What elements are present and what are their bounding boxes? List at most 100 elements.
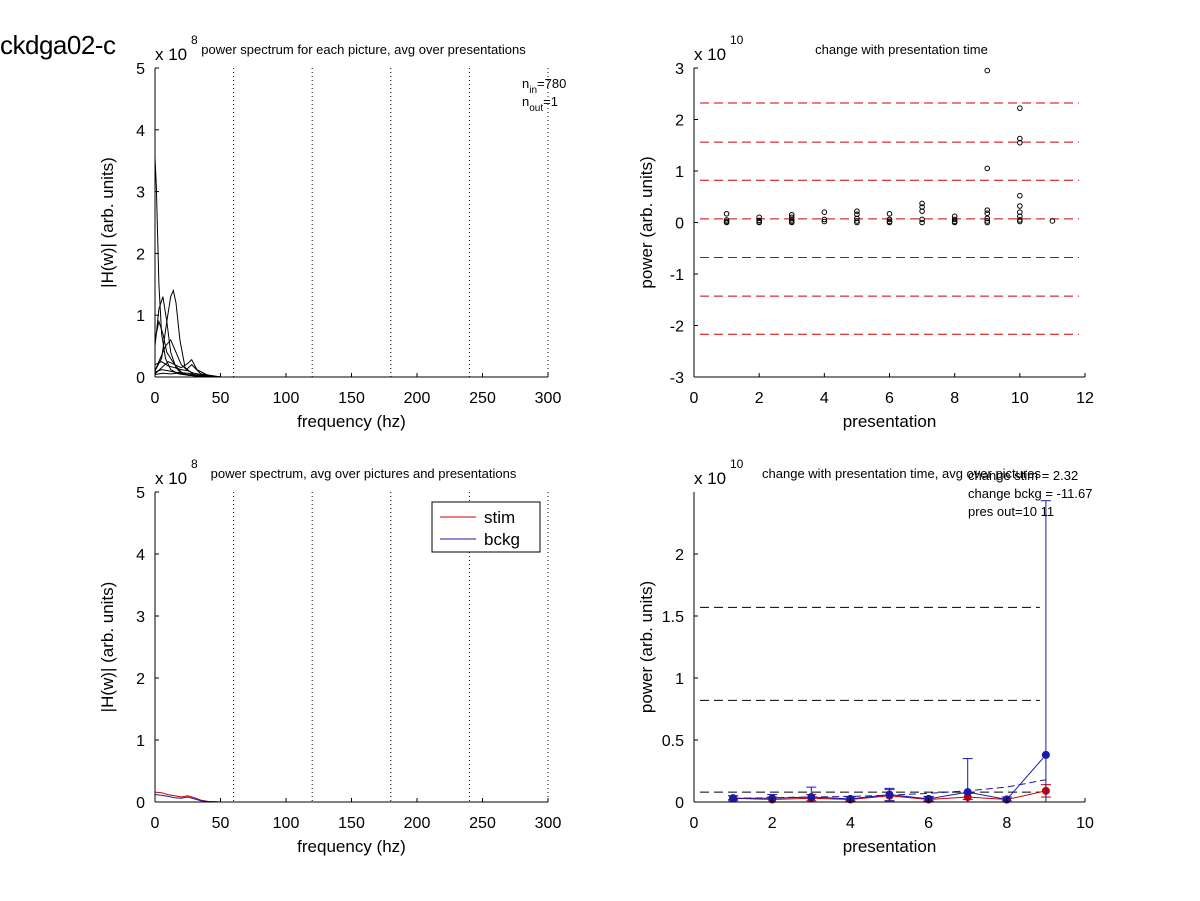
- figure-label: ckdga02-c: [0, 30, 116, 60]
- data-point: [1017, 213, 1023, 220]
- data-point: [729, 794, 738, 803]
- y-tick-label: 4: [136, 123, 145, 140]
- chart-title: power spectrum, avg over pictures and pr…: [211, 466, 517, 481]
- legend-label: stim: [484, 508, 515, 527]
- x-tick-label: 100: [273, 390, 300, 407]
- data-point: [788, 211, 795, 218]
- x-tick-label: 0: [690, 815, 699, 832]
- data-point: [723, 219, 730, 226]
- y-tick-label: 3: [136, 609, 145, 626]
- x-axis-label: presentation: [843, 837, 937, 856]
- series-line: [154, 319, 548, 378]
- y-axis-label: |H(w)| (arb. units): [98, 582, 117, 713]
- data-point: [854, 219, 860, 226]
- axis-exponent-power: 8: [191, 457, 198, 471]
- legend-box: [431, 501, 541, 553]
- y-tick-label: 2: [136, 246, 145, 263]
- data-point: [886, 219, 893, 226]
- n-out-annotation: nout=1: [522, 94, 558, 114]
- x-tick-label: 6: [924, 815, 933, 832]
- data-point: [723, 210, 730, 217]
- y-tick-label: 0: [136, 795, 145, 812]
- y-tick-label: 0: [136, 370, 145, 387]
- chart-br: 0 2 4 6 8 10 0 0.5 1 1.5 2 presentation power (arb. …: [637, 457, 1094, 856]
- x-axis-label: presentation: [843, 412, 937, 431]
- data-point: [1017, 203, 1023, 209]
- data-point: [854, 208, 860, 214]
- x-tick-label: 250: [469, 815, 496, 832]
- x-tick-label: 4: [820, 390, 829, 407]
- x-tick-label: 2: [768, 815, 777, 832]
- x-tick-label: 0: [151, 390, 160, 407]
- x-tick-label: 10: [1011, 390, 1029, 407]
- data-point: [807, 793, 816, 802]
- axis-exponent-power: 8: [191, 33, 198, 47]
- y-tick-label: 1.5: [662, 609, 684, 626]
- axis-exponent-power: 10: [730, 33, 744, 47]
- y-tick-label: 2: [136, 671, 145, 688]
- y-tick-label: 2: [675, 113, 684, 130]
- y-tick-label: 0.5: [662, 733, 684, 750]
- x-axis-label: frequency (hz): [297, 412, 406, 431]
- data-point: [951, 213, 958, 220]
- axis-exponent-power: 10: [730, 457, 744, 471]
- data-point: [821, 216, 828, 223]
- data-point: [919, 216, 925, 223]
- data-point: [1041, 750, 1050, 759]
- x-tick-label: 8: [1002, 815, 1011, 832]
- x-tick-label: 0: [690, 390, 699, 407]
- x-tick-label: 12: [1076, 390, 1094, 407]
- x-tick-label: 50: [212, 390, 230, 407]
- data-point: [886, 216, 893, 223]
- n-out-base: n: [522, 94, 529, 109]
- y-axis-label: power (arb. units): [637, 156, 656, 288]
- series-line: [154, 288, 548, 378]
- chart-title: change with presentation time, avg over …: [762, 466, 1041, 481]
- y-tick-label: 1: [136, 308, 145, 325]
- chart-title: change with presentation time: [815, 42, 988, 57]
- chart-title: power spectrum for each picture, avg ove…: [201, 42, 526, 57]
- data-point: [951, 216, 958, 223]
- x-tick-label: 10: [1076, 815, 1094, 832]
- x-tick-label: 150: [338, 815, 365, 832]
- legend-label: bckg: [484, 530, 520, 549]
- x-tick-label: 2: [755, 390, 764, 407]
- data-point: [1017, 218, 1023, 225]
- data-point: [756, 219, 762, 226]
- y-tick-label: 5: [136, 61, 145, 78]
- x-tick-label: 200: [404, 815, 431, 832]
- axis-exponent: x 10: [694, 469, 726, 488]
- n-in-sub: in: [529, 85, 537, 96]
- data-point: [1017, 105, 1023, 111]
- y-tick-label: 0: [675, 795, 684, 812]
- y-axis-label: |H(w)| (arb. units): [98, 157, 117, 288]
- axis-exponent: x 10: [155, 469, 187, 488]
- y-tick-label: -2: [670, 319, 684, 336]
- chart-tl: 0 50 100 150 200 250 300 0 1 2 3 4 5 frequency (hz) |H…: [98, 33, 566, 431]
- y-tick-label: 3: [675, 61, 684, 78]
- y-tick-label: -1: [670, 267, 684, 284]
- stat-annotation: change bckg = -11.67: [968, 486, 1092, 501]
- x-tick-label: 50: [212, 815, 230, 832]
- y-tick-label: -3: [670, 370, 684, 387]
- y-tick-label: 1: [675, 164, 684, 181]
- x-axis-label: frequency (hz): [297, 837, 406, 856]
- y-tick-label: 1: [136, 733, 145, 750]
- data-point: [984, 219, 991, 226]
- data-point: [963, 788, 972, 797]
- y-tick-label: 5: [136, 485, 145, 502]
- data-point: [951, 219, 958, 226]
- axis-exponent: x 10: [694, 45, 726, 64]
- data-point: [984, 210, 991, 217]
- series-line: [154, 338, 548, 378]
- n-out-value: =1: [543, 94, 558, 109]
- series-line: [154, 157, 548, 378]
- x-tick-label: 300: [535, 390, 562, 407]
- y-tick-label: 4: [136, 547, 145, 564]
- n-in-value: =780: [537, 76, 566, 91]
- x-tick-label: 8: [950, 390, 959, 407]
- data-point: [788, 219, 795, 226]
- chart-bl: 0 50 100 150 200 250 300 0 1 2 3 4 5 frequency (hz) |H…: [98, 457, 561, 856]
- x-tick-label: 4: [846, 815, 855, 832]
